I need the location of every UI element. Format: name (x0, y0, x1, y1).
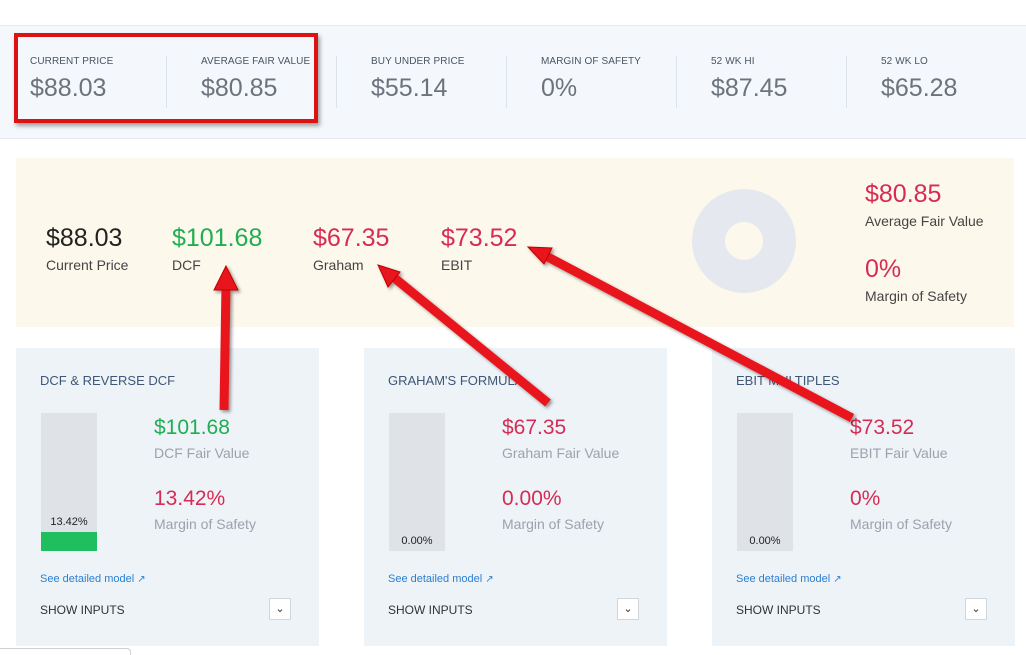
chevron-down-icon[interactable]: ⌄ (965, 598, 987, 620)
mos-bar: 0.00% (737, 413, 793, 551)
card-title: GRAHAM'S FORMULA (388, 373, 524, 388)
mos-bar-fill (41, 532, 97, 551)
external-link-icon: ↗ (485, 574, 494, 585)
card-fair-value-label: EBIT Fair Value (850, 445, 948, 461)
see-detailed-model-link[interactable]: See detailed model ↗ (736, 573, 842, 585)
divider (846, 56, 847, 108)
card-dcf: DCF & REVERSE DCF 13.42% $101.68 DCF Fai… (16, 348, 319, 646)
chevron-down-icon[interactable]: ⌄ (617, 598, 639, 620)
metric-buy-under-price: BUY UNDER PRICE $55.14 (371, 56, 521, 103)
link-text[interactable]: See detailed model (40, 573, 135, 585)
card-fair-value: $73.52 (850, 416, 915, 439)
summary-label: EBIT (441, 257, 473, 273)
mos-bar-label: 0.00% (749, 535, 781, 547)
metric-value: $87.45 (711, 74, 788, 102)
mos-bar-label: 13.42% (50, 516, 88, 528)
summary-current-price: $88.03 Current Price (46, 224, 128, 273)
mos-bar: 0.00% (389, 413, 445, 551)
card-fair-value-label: DCF Fair Value (154, 445, 250, 461)
summary-avg-label: Average Fair Value (865, 213, 984, 229)
divider (676, 56, 677, 108)
summary-mos-label: Margin of Safety (865, 288, 967, 304)
summary-mos-value: 0% (865, 255, 902, 283)
metric-label: BUY UNDER PRICE (371, 56, 465, 67)
summary-graham: $67.35 Graham (313, 224, 389, 273)
divider (506, 56, 507, 108)
card-mos-label: Margin of Safety (154, 516, 256, 532)
metric-label: 52 WK LO (881, 56, 928, 67)
summary-label: DCF (172, 257, 201, 273)
mos-bar: 13.42% (41, 413, 97, 551)
metric-value: 0% (541, 74, 578, 102)
external-link-icon: ↗ (137, 574, 146, 585)
metric-value: $88.03 (30, 74, 107, 102)
summary-value: $73.52 (441, 224, 518, 252)
metric-value: $80.85 (201, 74, 278, 102)
card-fair-value: $67.35 (502, 416, 567, 439)
summary-dcf: $101.68 DCF (172, 224, 262, 273)
metric-margin-of-safety: MARGIN OF SAFETY 0% (541, 56, 691, 103)
summary-label: Graham (313, 257, 364, 273)
scrollbar-hint (0, 648, 131, 655)
see-detailed-model-link[interactable]: See detailed model ↗ (40, 573, 146, 585)
summary-value: $88.03 (46, 224, 123, 252)
card-ebit: EBIT MULTIPLES 0.00% $73.52 EBIT Fair Va… (712, 348, 1015, 646)
card-title: DCF & REVERSE DCF (40, 373, 176, 388)
donut-hole (725, 222, 763, 260)
summary-label: Current Price (46, 257, 129, 273)
card-mos-value: 0% (850, 487, 881, 510)
metric-label: 52 WK HI (711, 56, 755, 67)
summary-value: $101.68 (172, 224, 263, 252)
card-mos-label: Margin of Safety (850, 516, 952, 532)
divider (336, 56, 337, 108)
show-inputs-toggle[interactable]: SHOW INPUTS (40, 603, 125, 617)
show-inputs-toggle[interactable]: SHOW INPUTS (388, 603, 473, 617)
card-mos-value: 0.00% (502, 487, 562, 510)
summary-average-fair-value: $80.85 Average Fair Value (865, 180, 984, 229)
metric-label: AVERAGE FAIR VALUE (201, 56, 311, 67)
valuation-summary-panel: $88.03 Current Price $101.68 DCF $67.35 … (16, 158, 1014, 327)
card-mos-value: 13.42% (154, 487, 226, 510)
metric-current-price: CURRENT PRICE $88.03 (30, 56, 180, 103)
metric-label: CURRENT PRICE (30, 56, 114, 67)
external-link-icon: ↗ (833, 574, 842, 585)
mos-bar-label: 0.00% (401, 535, 433, 547)
card-mos-label: Margin of Safety (502, 516, 604, 532)
metric-value: $55.14 (371, 74, 448, 102)
card-fair-value: $101.68 (154, 416, 230, 439)
card-graham: GRAHAM'S FORMULA 0.00% $67.35 Graham Fai… (364, 348, 667, 646)
summary-margin-of-safety: 0% Margin of Safety (865, 255, 967, 304)
metric-value: $65.28 (881, 74, 958, 102)
link-text[interactable]: See detailed model (736, 573, 831, 585)
metric-52wk-hi: 52 WK HI $87.45 (711, 56, 861, 103)
card-fair-value-label: Graham Fair Value (502, 445, 620, 461)
metric-average-fair-value: AVERAGE FAIR VALUE $80.85 (201, 56, 351, 103)
highlight-annotation-box (14, 33, 318, 123)
summary-value: $67.35 (313, 224, 390, 252)
card-title: EBIT MULTIPLES (736, 373, 840, 388)
summary-avg-value: $80.85 (865, 180, 942, 208)
metric-52wk-lo: 52 WK LO $65.28 (881, 56, 1026, 103)
show-inputs-toggle[interactable]: SHOW INPUTS (736, 603, 821, 617)
metric-label: MARGIN OF SAFETY (541, 56, 641, 67)
donut-chart (692, 189, 796, 293)
see-detailed-model-link[interactable]: See detailed model ↗ (388, 573, 494, 585)
summary-ebit: $73.52 EBIT (441, 224, 517, 273)
divider (166, 56, 167, 108)
chevron-down-icon[interactable]: ⌄ (269, 598, 291, 620)
link-text[interactable]: See detailed model (388, 573, 483, 585)
